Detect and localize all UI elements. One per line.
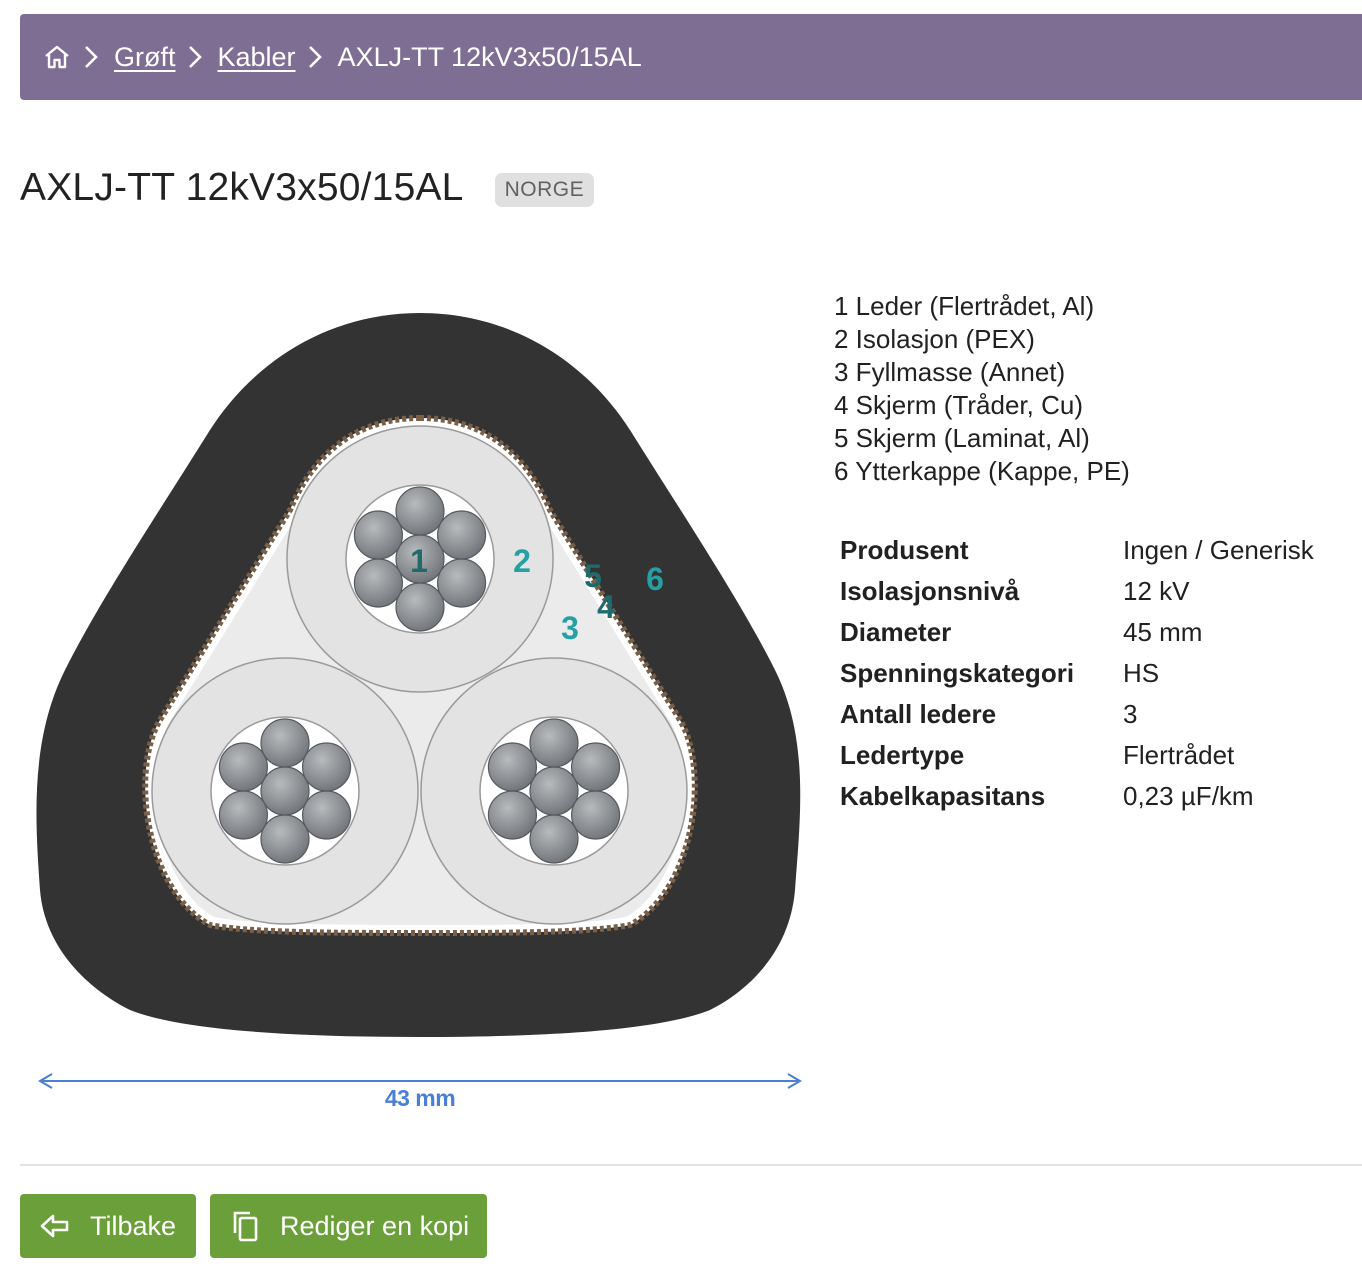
property-value: 0,23 µF/km [1123,781,1254,811]
callout-2: 2 [513,543,531,579]
conductor-strand [395,582,445,632]
properties-table: Produsent Ingen / Generisk Isolasjonsnivå… [840,530,1314,817]
layer-legend: 1 Leder (Flertrådet, Al) 2 Isolasjon (PE… [834,290,1130,488]
callout-1: 1 [410,543,428,579]
edit-copy-button-label: Rediger en kopi [280,1210,470,1241]
conductor-strand [301,790,352,840]
copy-icon [228,1209,262,1243]
conductor-strand [487,742,538,792]
width-label: 43 mm [385,1085,455,1111]
table-row: Kabelkapasitans 0,23 µF/km [840,776,1314,817]
breadcrumb-current: AXLJ-TT 12kV3x50/15AL [337,41,642,72]
divider [20,1164,1362,1166]
table-row: Antall ledere 3 [840,694,1314,735]
conductor-strand [260,814,310,864]
property-key: Produsent [840,535,969,565]
chevron-right-icon [308,43,332,71]
layer-item: 1 Leder (Flertrådet, Al) [834,291,1095,321]
breadcrumb: Grøft Kabler AXLJ-TT 12kV3x50/15AL [20,14,1362,100]
property-value: HS [1123,658,1160,688]
back-button-label: Tilbake [90,1210,177,1241]
callout-5: 5 [584,558,602,594]
callout-6: 6 [646,561,664,597]
property-value: 45 mm [1123,617,1203,647]
chevron-right-icon [188,43,212,71]
country-badge: NORGE [494,173,595,207]
property-key: Spenningskategori [840,658,1075,688]
back-button[interactable]: Tilbake [20,1194,196,1258]
callout-4: 4 [597,589,615,625]
cable-cross-section-diagram: 1 2 3 4 5 6 43 mm [36,313,802,1111]
property-value: 3 [1123,699,1138,729]
layer-item: 4 Skjerm (Tråder, Cu) [834,390,1083,420]
layer-item: 2 Isolasjon (PEX) [834,324,1035,354]
table-row: Produsent Ingen / Generisk [840,530,1314,571]
property-key: Isolasjonsnivå [840,576,1020,606]
conductor-strand [218,742,269,792]
home-icon[interactable] [42,42,72,72]
table-row: Isolasjonsnivå 12 kV [840,571,1314,612]
property-key: Antall ledere [840,699,997,729]
breadcrumb-link-kabler[interactable]: Kabler [217,41,296,72]
conductor-strand [353,558,404,608]
page-header: AXLJ-TT 12kV3x50/15AL NORGE [20,166,595,210]
table-row: Ledertype Flertrådet [840,735,1314,776]
conductor-strand [570,790,621,840]
edit-copy-button[interactable]: Rediger en kopi [210,1194,487,1258]
table-row: Diameter 45 mm [840,612,1314,653]
arrow-left-icon [38,1209,72,1243]
conductor-strand [487,790,538,840]
conductor-strand [301,742,352,792]
conductor-strand [436,558,487,608]
conductor-strand [436,510,487,560]
property-key: Ledertype [840,740,965,770]
width-dimension: 43 mm [38,1073,802,1111]
conductor-strand [529,814,579,864]
table-row: Spenningskategori HS [840,653,1314,694]
conductor-strand [218,790,269,840]
conductor-strand [529,718,579,768]
conductor-strand [529,766,579,816]
chevron-right-icon [84,43,108,71]
page-title: AXLJ-TT 12kV3x50/15AL [20,166,464,209]
property-value: Flertrådet [1123,740,1235,770]
property-key: Kabelkapasitans [840,781,1046,811]
conductor-strand [353,510,404,560]
callout-3: 3 [561,610,579,646]
property-key: Diameter [840,617,952,647]
layer-item: 3 Fyllmasse (Annet) [834,357,1066,387]
property-value: 12 kV [1123,576,1190,606]
breadcrumb-link-groft[interactable]: Grøft [114,41,176,72]
conductor-strand [260,766,310,816]
layer-item: 5 Skjerm (Laminat, Al) [834,423,1090,453]
conductor-strand [260,718,310,768]
conductor-strand [570,742,621,792]
property-value: Ingen / Generisk [1123,535,1314,565]
conductor-strand [395,486,445,536]
layer-item: 6 Ytterkappe (Kappe, PE) [834,456,1130,486]
